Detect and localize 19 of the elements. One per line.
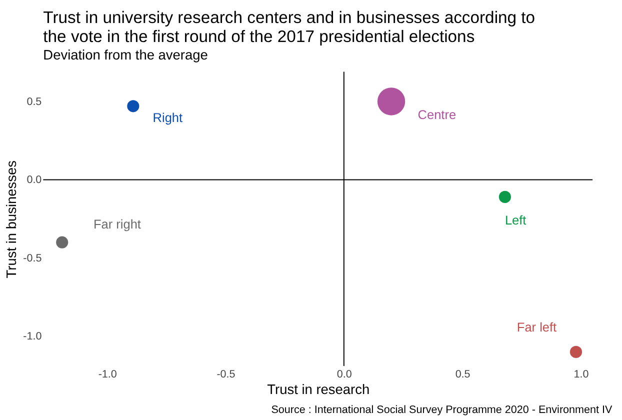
x-tick-label: 1.0 (574, 368, 589, 380)
y-tick-label: 0.5 (26, 96, 42, 108)
x-tick-label: 0.0 (336, 368, 352, 380)
x-tick-label: -1.0 (98, 368, 117, 380)
y-tick-label: 0.0 (26, 174, 42, 186)
text: Far right (94, 216, 142, 232)
x-axis-title: Trust in research (267, 382, 370, 397)
x-tick-label: -0.5 (216, 368, 236, 380)
series-label: Far left (516, 319, 558, 334)
chart-title: Trust in university research centers and in businesses according to the vote in the first round of the 2017 presidential elections (43, 8, 536, 46)
series-label: Right (152, 110, 183, 125)
y-tick-label: -1.0 (23, 330, 42, 343)
chart-subtitle: Deviation from the average (43, 47, 208, 62)
series-label: Left (504, 212, 527, 228)
source-note: Source : International Social Survey Programme 2020 - Environment IV (271, 404, 613, 416)
x-tick-label: 0.5 (455, 368, 470, 380)
y-tick-label: -0.5 (23, 252, 42, 264)
series-label: Centre (418, 107, 456, 122)
y-axis-title: Trust in businesses (4, 160, 20, 278)
